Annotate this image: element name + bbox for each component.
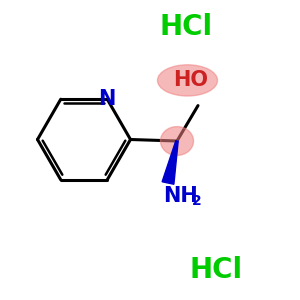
Polygon shape (162, 141, 178, 184)
Text: N: N (99, 89, 116, 109)
Text: HCl: HCl (189, 256, 243, 284)
Ellipse shape (158, 65, 218, 96)
Ellipse shape (160, 127, 194, 155)
Text: HCl: HCl (159, 13, 213, 41)
Text: NH: NH (164, 187, 198, 206)
Text: 2: 2 (192, 194, 202, 208)
Text: HO: HO (173, 70, 208, 89)
